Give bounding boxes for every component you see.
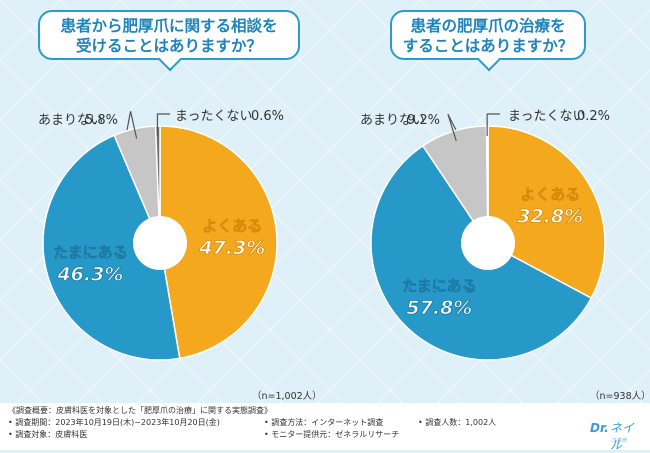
pie-0-label-0: よくある bbox=[202, 217, 262, 235]
pie-0-slice-1 bbox=[42, 134, 181, 361]
pie-1-leader-2 bbox=[447, 113, 457, 142]
question-bubble-right: 患者の肥厚爪の治療を することはありますか？ bbox=[390, 10, 586, 72]
pie-0-center-hole bbox=[133, 216, 187, 270]
survey-count: • 調査人数：1,002人 bbox=[418, 418, 497, 427]
pie-1-label-1: たまにある bbox=[402, 277, 477, 295]
pie-1-value-3: 0.2% bbox=[577, 109, 610, 124]
pie-0-value-2: 5.8% bbox=[85, 113, 118, 128]
pie-1-label-3: まったくない bbox=[508, 109, 585, 124]
pie-0-label-3: まったくない bbox=[175, 109, 252, 124]
pie-0-slice-0 bbox=[159, 125, 278, 360]
survey-footer: 《調査概要：皮膚科医を対象とした「肥厚爪の治療」に関する実態調査》 • 調査期間… bbox=[0, 403, 650, 450]
pie-1-label-2: あまりない bbox=[360, 113, 425, 128]
question-right-line1: 患者の肥厚爪の治療を bbox=[410, 17, 566, 35]
pie-0-leader-2 bbox=[126, 111, 138, 139]
pie-1-leader-3 bbox=[486, 113, 500, 137]
survey-target: • 調査対象：皮膚科医 bbox=[8, 430, 88, 439]
pie-1-label-0: よくある bbox=[520, 186, 580, 204]
pie-1-slice-0 bbox=[487, 125, 606, 300]
pie-0-value-0: 47.3% bbox=[198, 237, 265, 259]
question-left-line1: 患者から肥厚爪に関する相談を bbox=[60, 17, 278, 35]
question-bubble-left: 患者から肥厚爪に関する相談を 受けることはありますか？ bbox=[38, 10, 300, 72]
pie-1-value-0: 32.8% bbox=[517, 206, 583, 228]
survey-summary: 《調査概要：皮膚科医を対象とした「肥厚爪の治療」に関する実態調査》 bbox=[8, 406, 272, 415]
logo-nail-text: ネイル bbox=[610, 421, 635, 452]
pie-0-label-1: たまにある bbox=[53, 243, 128, 261]
logo-dr-text: Dr. bbox=[590, 421, 609, 435]
pie-0-leader-3 bbox=[156, 113, 170, 137]
sample-size-right: （n=938人） bbox=[590, 391, 650, 402]
pie-1-center-hole bbox=[461, 216, 515, 270]
pie-1-value-1: 57.8% bbox=[406, 297, 472, 319]
sample-size-left: （n=1,002人） bbox=[252, 391, 322, 402]
question-right-line2: することはありますか？ bbox=[402, 37, 574, 55]
pie-0-value-1: 46.3% bbox=[56, 263, 123, 285]
question-left-line2: 受けることはありますか？ bbox=[75, 37, 262, 55]
survey-method: • 調査方法：インターネット調査 bbox=[264, 418, 384, 427]
pie-0-label-2: あまりない bbox=[38, 113, 103, 128]
pie-1-value-2: 9.2% bbox=[407, 113, 440, 128]
pie-0-value-3: 0.6% bbox=[251, 109, 284, 124]
survey-period: • 調査期間：2023年10月19日(木)~2023年10月20日(金) bbox=[8, 418, 220, 427]
survey-provider: • モニター提供元：ゼネラルリサーチ bbox=[264, 430, 400, 439]
dr-nail-logo: Dr. ネイル 爪革命 bbox=[590, 417, 640, 452]
logo-sub-text: 爪革命 bbox=[612, 438, 628, 444]
